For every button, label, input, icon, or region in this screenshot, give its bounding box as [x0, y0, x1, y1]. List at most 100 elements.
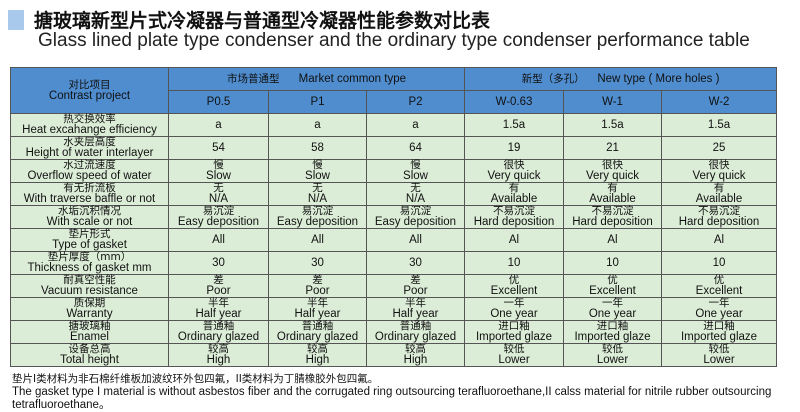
table-cell: 优 Excellent	[464, 274, 564, 298]
table-row: 设备总高 Total height 较高 High 较高 High 较高 High 较低 Lowe…	[10, 343, 778, 367]
table-cell: 进口釉 Imported glaze	[563, 320, 662, 344]
model-header: P0.5	[168, 90, 269, 114]
table-cell: 较低 Lower	[660, 343, 778, 367]
table-cell: All	[168, 228, 269, 252]
table-cell: 10	[563, 251, 662, 275]
table-cell: 30	[268, 251, 367, 275]
row-label: 垫片形式 Type of gasket	[10, 228, 169, 252]
table-row: 水垢沉积情况 With scale or not 易沉淀 Easy depositio…	[10, 205, 778, 229]
row-label: 有无折流板 With traverse baffle or not	[10, 182, 169, 206]
table-cell: 19	[464, 136, 564, 160]
table-row: 水夹层高度 Height of water interlayer 54 58 64 19 2…	[10, 136, 778, 160]
table-cell: 无 N/A	[168, 182, 269, 206]
table-cell: 1.5a	[464, 113, 564, 137]
table-cell: 普通釉 Ordinary glazed	[168, 320, 269, 344]
table-cell: 慢 Slow	[268, 159, 367, 183]
row-label: 水过流速度 Overflow speed of water	[10, 159, 169, 183]
table-cell: All	[268, 228, 367, 252]
table-cell: 较高 High	[366, 343, 465, 367]
table-cell: 优 Excellent	[563, 274, 662, 298]
table-cell: 10	[464, 251, 564, 275]
table-cell: Al	[563, 228, 662, 252]
table-cell: 较高 High	[168, 343, 269, 367]
row-label: 搪玻璃釉 Enamel	[10, 320, 169, 344]
table-cell: a	[366, 113, 465, 137]
model-header: W-2	[660, 90, 778, 114]
table-cell: 有 Available	[563, 182, 662, 206]
footnote-en: The gasket type I material is without as…	[12, 386, 772, 411]
table-cell: 64	[366, 136, 465, 160]
header-project: 对比项目 Contrast project	[10, 67, 169, 114]
table-cell: 很快 Very quick	[464, 159, 564, 183]
table-cell: 58	[268, 136, 367, 160]
header-market: 市场普通型 Market common type	[168, 67, 465, 91]
row-label: 质保期 Warranty	[10, 297, 169, 321]
table-cell: 一年 One year	[563, 297, 662, 321]
table-cell: 不易沉淀 Hard deposition	[563, 205, 662, 229]
table-row: 搪玻璃釉 Enamel 普通釉 Ordinary glazed 普通釉 Ordinary …	[10, 320, 778, 344]
table-cell: 很快 Very quick	[563, 159, 662, 183]
table-cell: 半年 Half year	[168, 297, 269, 321]
table-cell: 半年 Half year	[366, 297, 465, 321]
table-row: 垫片厚度（mm） Thickness of gasket mm 30 30 30 10 10…	[10, 251, 778, 275]
table-row: 质保期 Warranty 半年 Half year 半年 Half year 半年 Half …	[10, 297, 778, 321]
table-cell: a	[268, 113, 367, 137]
title-en: Glass lined plate type condenser and the…	[38, 30, 750, 51]
table-cell: 差 Poor	[168, 274, 269, 298]
model-header: P2	[366, 90, 465, 114]
table-cell: 不易沉淀 Hard deposition	[660, 205, 778, 229]
table-cell: Al	[660, 228, 778, 252]
row-label: 水夹层高度 Height of water interlayer	[10, 136, 169, 160]
table-row: 垫片形式 Type of gasket All All All Al Al Al	[10, 228, 778, 252]
table-cell: 进口釉 Imported glaze	[464, 320, 564, 344]
row-label: 水垢沉积情况 With scale or not	[10, 205, 169, 229]
comparison-table: 对比项目 Contrast project 市场普通型 Market common…	[10, 67, 778, 367]
table-row: 有无折流板 With traverse baffle or not 无 N/A 无 N/A…	[10, 182, 778, 206]
row-label: 耐真空性能 Vacuum resistance	[10, 274, 169, 298]
table-cell: 普通釉 Ordinary glazed	[268, 320, 367, 344]
table-cell: 25	[660, 136, 778, 160]
table-cell: 30	[366, 251, 465, 275]
table-cell: 优 Excellent	[660, 274, 778, 298]
table-cell: 无 N/A	[268, 182, 367, 206]
table-row: 水过流速度 Overflow speed of water 慢 Slow 慢 Slow 慢 S…	[10, 159, 778, 183]
table-cell: 差 Poor	[366, 274, 465, 298]
table-cell: 1.5a	[660, 113, 778, 137]
table-cell: 30	[168, 251, 269, 275]
table-cell: 21	[563, 136, 662, 160]
row-label: 垫片厚度（mm） Thickness of gasket mm	[10, 251, 169, 275]
table-row: 热交换效率 Heat excahange efficiency a a a 1.5a 1.5…	[10, 113, 778, 137]
table-cell: All	[366, 228, 465, 252]
table-cell: 有 Available	[660, 182, 778, 206]
table-cell: 54	[168, 136, 269, 160]
table-cell: Al	[464, 228, 564, 252]
table-cell: 无 N/A	[366, 182, 465, 206]
table-cell: a	[168, 113, 269, 137]
table-cell: 不易沉淀 Hard deposition	[464, 205, 564, 229]
model-header: P1	[268, 90, 367, 114]
table-cell: 10	[660, 251, 778, 275]
table-cell: 普通釉 Ordinary glazed	[366, 320, 465, 344]
table-row: 耐真空性能 Vacuum resistance 差 Poor 差 Poor 差 Poor 优 Ex…	[10, 274, 778, 298]
table-cell: 易沉淀 Easy deposition	[366, 205, 465, 229]
table-cell: 进口釉 Imported glaze	[660, 320, 778, 344]
table-cell: 很快 Very quick	[660, 159, 778, 183]
table-cell: 较低 Lower	[464, 343, 564, 367]
model-header: W-0.63	[464, 90, 564, 114]
row-label: 热交换效率 Heat excahange efficiency	[10, 113, 169, 137]
table-cell: 差 Poor	[268, 274, 367, 298]
table-cell: 1.5a	[563, 113, 662, 137]
table-cell: 较高 High	[268, 343, 367, 367]
table-cell: 慢 Slow	[366, 159, 465, 183]
header-new: 新型（多孔） New type ( More holes )	[463, 67, 778, 91]
title-marker	[8, 9, 24, 30]
model-header: W-1	[563, 90, 662, 114]
page-title: 搪玻璃新型片式冷凝器与普通型冷凝器性能参数对比表	[8, 6, 490, 33]
title-cn: 搪玻璃新型片式冷凝器与普通型冷凝器性能参数对比表	[34, 10, 491, 32]
table-cell: 一年 One year	[660, 297, 778, 321]
table-cell: 一年 One year	[464, 297, 564, 321]
table-cell: 易沉淀 Easy deposition	[168, 205, 269, 229]
table-cell: 慢 Slow	[168, 159, 269, 183]
row-label: 设备总高 Total height	[10, 343, 169, 367]
footnote-cn: 垫片I类材料为非石棉纤维板加波纹环外包四氟，II类材料为丁腈橡胶外包四氟。	[12, 373, 379, 385]
